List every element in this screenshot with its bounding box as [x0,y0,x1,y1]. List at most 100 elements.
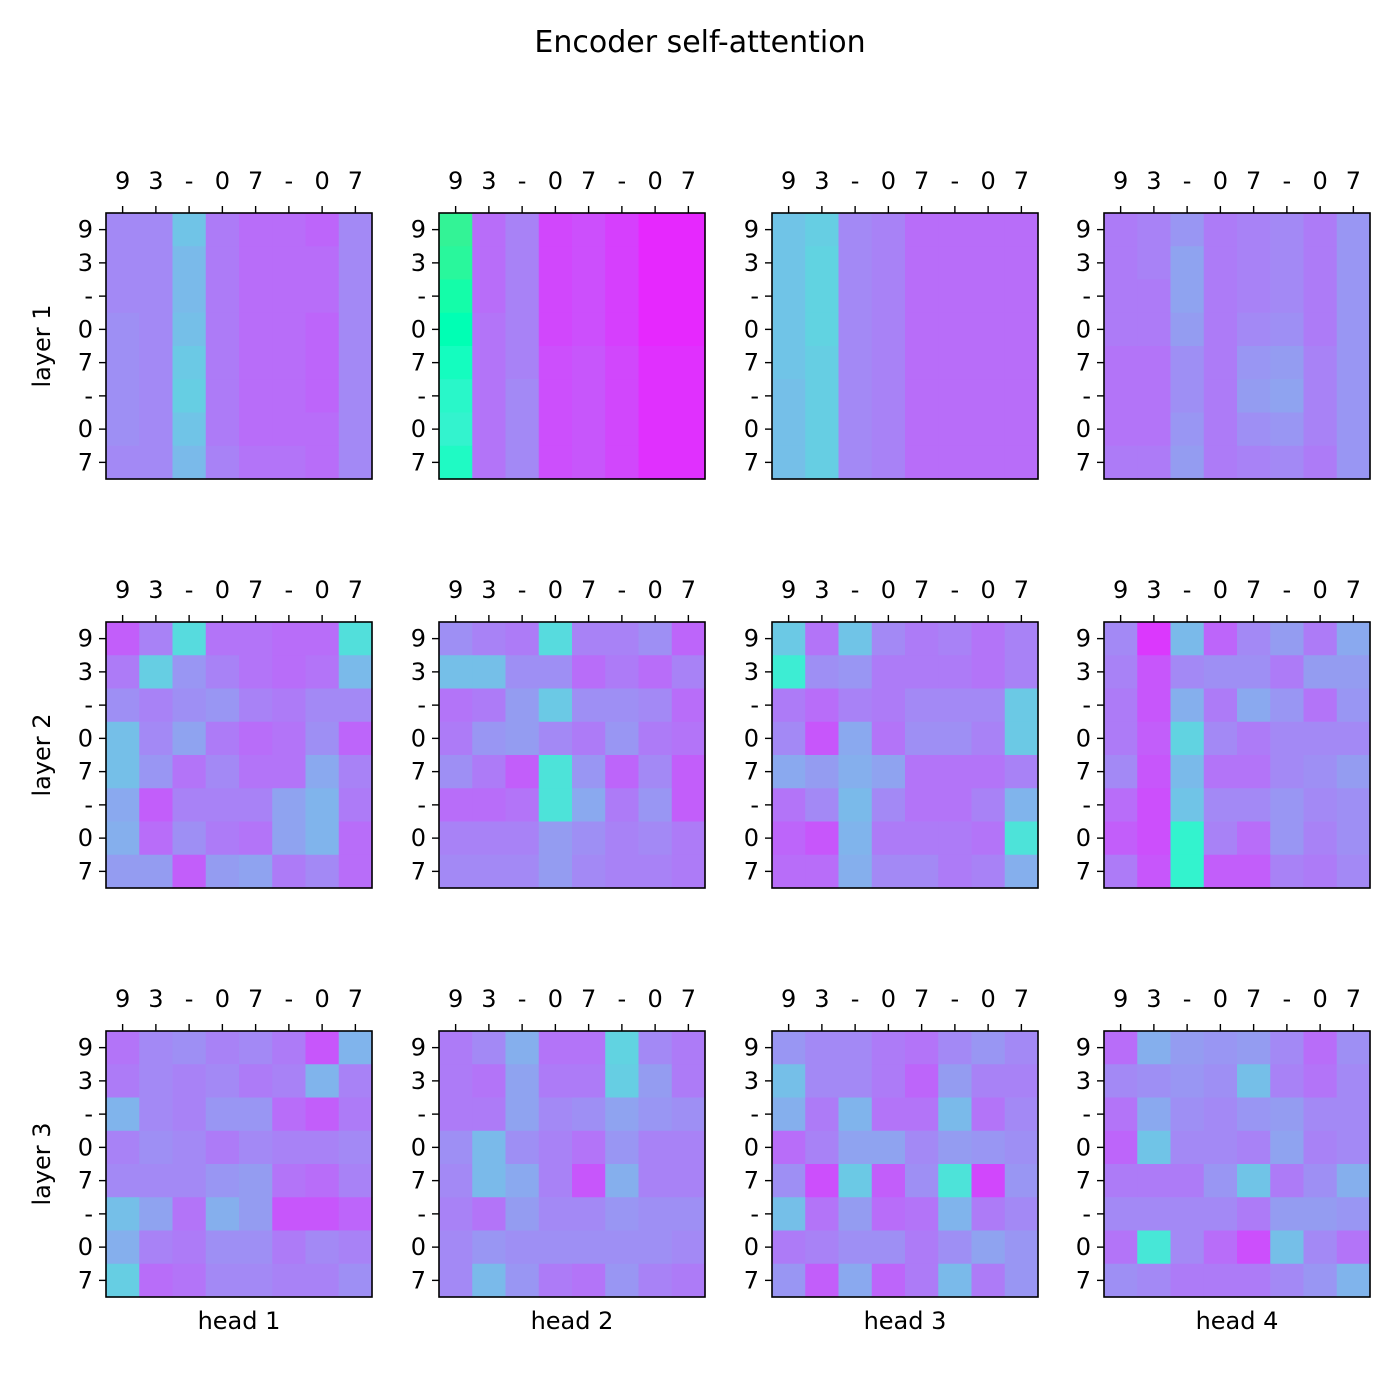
heatmap-cell [1004,1263,1039,1298]
heatmap-cell [805,788,840,823]
heatmap-cell [905,379,939,414]
heatmap-cell [472,412,507,447]
heatmap-cell [1336,445,1371,480]
y-tick-label: - [750,791,759,819]
heatmap-cell [605,721,640,756]
heatmap-cell [871,721,906,756]
heatmap-cell [905,622,939,656]
heatmap-cell [971,1263,1006,1298]
heatmap-cell [1170,655,1205,690]
heatmap-cell [1270,279,1305,314]
heatmap-cell [1303,622,1338,656]
heatmap-cell [638,821,673,856]
heatmap-cell [505,655,540,690]
heatmap-cell [205,1097,240,1132]
heatmap-cell [538,821,573,856]
heatmap-cell [205,246,240,281]
heatmap-cell [1104,346,1138,380]
heatmap-cell [472,1164,507,1198]
heatmap-cell [1303,279,1338,314]
heatmap-cell [971,1164,1006,1198]
heatmap-cell [605,688,640,723]
heatmap-cell [172,1031,207,1065]
heatmap-cell [538,412,573,447]
heatmap-cell [106,821,140,856]
heatmap-cell [205,788,240,823]
heatmap-cell [538,788,573,823]
heatmap-cell [772,1230,806,1265]
y-tick-label: 9 [1076,1034,1091,1062]
heatmap-cell [1336,412,1371,447]
heatmap-cell [971,721,1006,756]
heatmap-cell [871,622,906,656]
heatmap-cell [1104,1164,1138,1198]
heatmap-cell [638,1197,673,1232]
heatmap-cell [938,1263,973,1298]
heatmap-cell [1303,1097,1338,1132]
heatmap-cell [239,1197,273,1232]
x-tick-label: 3 [148,985,163,1013]
heatmap-cell [1170,1197,1205,1232]
heatmap-cell [871,1164,906,1198]
heatmap-cell [572,1197,606,1232]
heatmap-cell [772,379,806,414]
heatmap-cell [172,1064,207,1099]
heatmap-cell [1336,1097,1371,1132]
heatmap-cell [871,788,906,823]
heatmap-cell [139,346,174,380]
heatmap-cell [338,854,373,889]
heatmap-cell [971,788,1006,823]
heatmap-cell [1303,788,1338,823]
heatmap-cell [1170,213,1205,247]
heatmap-cell [1203,1031,1238,1065]
y-tick-label: 7 [744,349,759,377]
heatmap-cell [172,379,207,414]
heatmap-cell [205,1263,240,1298]
heatmap-cell [638,445,673,480]
heatmap-cell [472,622,507,656]
heatmap-cell [1303,655,1338,690]
heatmap-cell [572,721,606,756]
heatmap-cell [938,412,973,447]
heatmap-cell [505,1130,540,1165]
heatmap-cell [139,854,174,889]
y-tick-label: 7 [1076,758,1091,786]
y-tick-label: 9 [744,216,759,244]
y-tick-label: 7 [744,448,759,476]
y-tick-label: 0 [744,824,759,852]
heatmap-cell [1104,1230,1138,1265]
heatmap-cell [139,1164,174,1198]
y-tick-label: 0 [411,824,426,852]
heatmap-cell [938,1031,973,1065]
heatmap-cell [1104,312,1138,347]
heatmap-cell [871,279,906,314]
heatmap-cell [805,445,840,480]
heatmap-cell [1170,412,1205,447]
x-tick-label: 3 [814,576,829,604]
y-tick-label: 0 [744,724,759,752]
heatmap-cell [1237,721,1271,756]
heatmap-cell [106,1230,140,1265]
heatmap-cell [338,1130,373,1165]
heatmap-cell [871,445,906,480]
heatmap-cell [971,246,1006,281]
heatmap-cell [1104,279,1138,314]
y-tick-label: 7 [78,349,93,377]
heatmap-cell [772,854,806,889]
heatmap-cell [272,721,307,756]
heatmap-cell [538,721,573,756]
heatmap-cell [838,622,873,656]
y-tick-label: 0 [78,315,93,343]
heatmap-cell [638,755,673,789]
heatmap-cell [671,1197,706,1232]
heatmap-cell [838,655,873,690]
heatmap-cell [305,279,340,314]
heatmap-cell [838,688,873,723]
heatmap-cell [838,1230,873,1265]
heatmap-cell [805,346,840,380]
x-tick-label: 3 [481,167,496,195]
heatmap-cell [205,379,240,414]
heatmap-cell [1104,213,1138,247]
heatmap-cell [239,1263,273,1298]
heatmap-panel-layer-3-head-4: 9 3-0 7-0 793-07-07 [1076,985,1371,1298]
